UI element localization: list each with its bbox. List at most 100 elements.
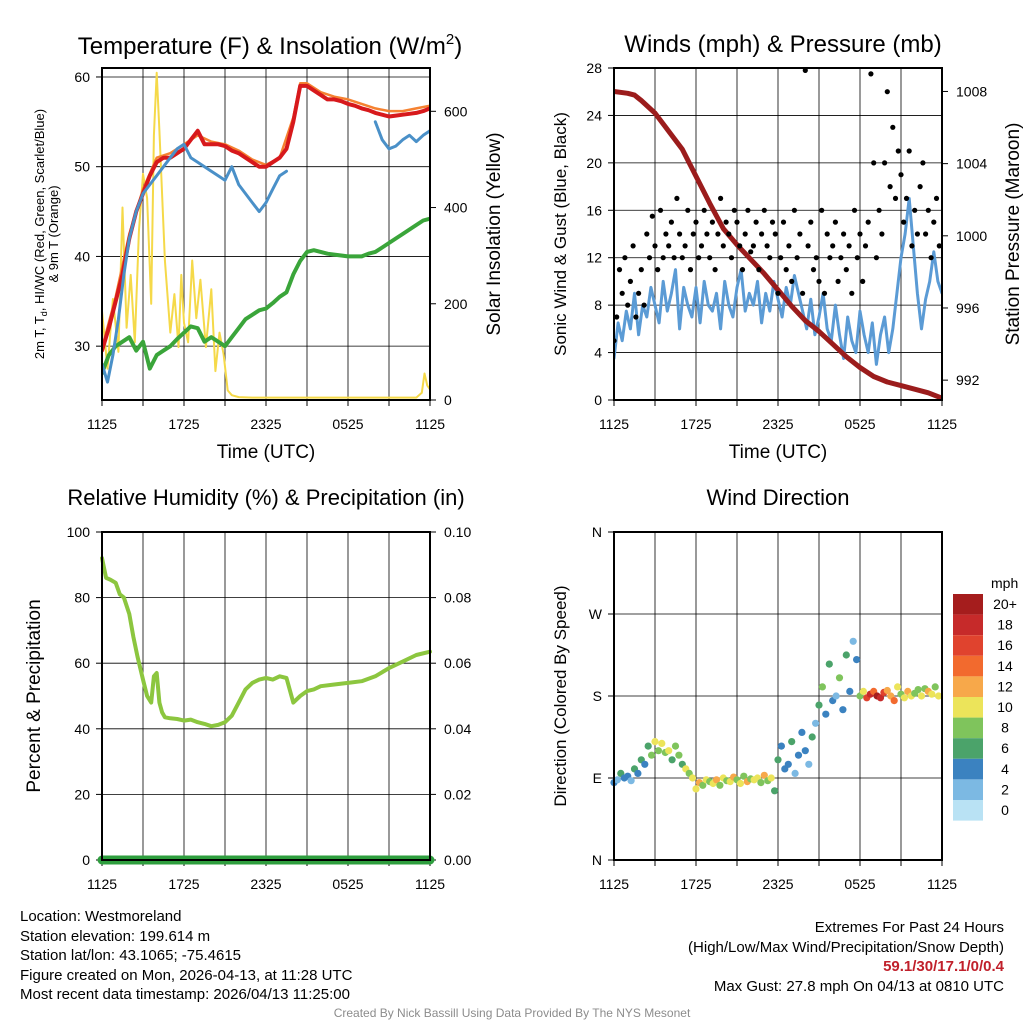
direction-point	[740, 772, 748, 780]
direction-point	[651, 738, 659, 746]
winds-plot-border	[613, 67, 943, 401]
direction-point	[876, 694, 885, 702]
legend-swatch	[953, 758, 983, 780]
direction-point	[822, 710, 830, 718]
gust-point	[917, 184, 923, 190]
gust-point	[914, 231, 921, 237]
gust-point	[775, 290, 781, 296]
y-tick-label: N	[592, 852, 602, 868]
direction-point	[671, 742, 680, 750]
direction-point	[849, 637, 857, 645]
direction-point	[859, 687, 868, 696]
gust-point	[791, 207, 798, 213]
station-info: Location: Westmoreland Station elevation…	[20, 907, 352, 1005]
max-gust: Max Gust: 27.8 mph On 04/13 at 0810 UTC	[713, 977, 1004, 995]
direction-point	[665, 747, 673, 755]
series-relative-humidity	[100, 556, 432, 729]
gust-point	[723, 219, 729, 225]
gust-point	[851, 207, 858, 213]
y2-tick-label: 400	[444, 200, 468, 216]
y2-tick-label: 0.06	[444, 655, 471, 671]
direction-point	[716, 781, 724, 789]
y-tick-label: 40	[74, 248, 90, 264]
direction-point	[658, 739, 666, 748]
gust-point	[843, 267, 849, 273]
direction-point	[648, 751, 656, 759]
direction-point	[668, 756, 676, 764]
direction-point	[842, 651, 850, 659]
legend-label: 0	[1001, 802, 1009, 818]
direction-point	[835, 674, 844, 682]
direction-point	[900, 694, 909, 702]
x-tick-label: 1125	[599, 416, 629, 432]
gust-point	[860, 278, 866, 284]
y-tick-label: N	[592, 524, 602, 540]
x-tick-label: 1125	[415, 416, 445, 432]
legend-swatch	[953, 676, 983, 697]
legend-label: 16	[997, 637, 1013, 653]
gust-point	[622, 255, 628, 261]
series-temperature	[102, 83, 430, 353]
gust-point	[619, 290, 625, 296]
gust-point	[797, 231, 803, 237]
y-tick-label: 40	[74, 721, 90, 737]
humidity-title: Relative Humidity (%) & Precipitation (i…	[67, 485, 464, 510]
y-tick-label: 0	[82, 852, 90, 868]
y2-tick-label: 0.02	[444, 786, 471, 802]
direction-point	[935, 692, 943, 700]
gust-point	[830, 243, 836, 249]
temperature-x-label: Time (UTC)	[217, 442, 316, 463]
gust-point	[933, 195, 940, 201]
gust-point	[783, 267, 789, 273]
legend-label: 8	[1001, 720, 1009, 736]
direction-point	[839, 706, 847, 714]
y-tick-label: 24	[586, 107, 602, 123]
direction-point	[774, 756, 782, 764]
panel-winds: 1125 1725 2325 0525 1125 0 4 8 12 16 20 24 28 992 996 1…	[551, 31, 1024, 463]
gust-point	[663, 231, 669, 237]
gust-point	[808, 219, 814, 225]
direction-point	[767, 774, 775, 782]
gust-point	[690, 231, 696, 237]
legend-label: 14	[997, 658, 1013, 674]
panel-wind_direction: 1125 1725 2325 0525 1125 N E S W N Wind Direction D…	[551, 485, 1018, 892]
legend-swatch	[953, 738, 983, 759]
direction-point	[808, 733, 816, 741]
direction-point	[825, 660, 833, 668]
y-tick-label: 8	[594, 297, 602, 313]
gust-point	[726, 231, 732, 237]
y-tick-label: 20	[74, 786, 90, 802]
extremes-title: Extremes For Past 24 Hours	[814, 919, 1004, 936]
gust-point	[693, 219, 699, 225]
direction-point	[644, 742, 652, 750]
winds-y-label: Sonic Wind & Gust (Blue, Black)	[551, 112, 570, 356]
x-tick-label: 1125	[927, 416, 957, 432]
series-dewpoint-late	[373, 120, 430, 151]
x-tick-label: 1125	[87, 416, 117, 432]
direction-point	[832, 692, 840, 700]
gust-point	[912, 207, 918, 213]
direction-plot-border	[613, 531, 943, 861]
gust-point	[873, 255, 880, 261]
direction-point	[883, 686, 891, 695]
gust-point	[772, 231, 778, 237]
y-tick-label: 12	[586, 250, 602, 266]
x-tick-label: 1125	[927, 876, 957, 892]
legend-title: mph	[991, 575, 1018, 591]
y-tick-label: 4	[594, 345, 602, 361]
legend-label: 4	[1001, 761, 1009, 777]
gust-point	[652, 243, 658, 249]
panel-humidity: 1125 1725 2325 0525 1125 0 20 40 60 80 100 0.00 0.02…	[24, 485, 471, 892]
direction-point	[801, 747, 809, 755]
temperature-title: Temperature (F) & Insolation (W/m2)	[78, 31, 462, 60]
direction-point	[777, 742, 786, 750]
speed-legend: mph 20+ 18 16 14 12 10 8 6 4 2 0	[953, 575, 1018, 821]
x-tick-label: 2325	[250, 876, 281, 892]
legend-label: 12	[997, 678, 1013, 694]
gust-point	[936, 243, 942, 249]
gust-point	[715, 231, 721, 237]
direction-point	[853, 656, 861, 664]
gust-point	[734, 219, 740, 225]
extremes-panel: Extremes For Past 24 Hours (High/Low/Max…	[688, 918, 1004, 996]
y-tick-label: S	[593, 688, 602, 704]
